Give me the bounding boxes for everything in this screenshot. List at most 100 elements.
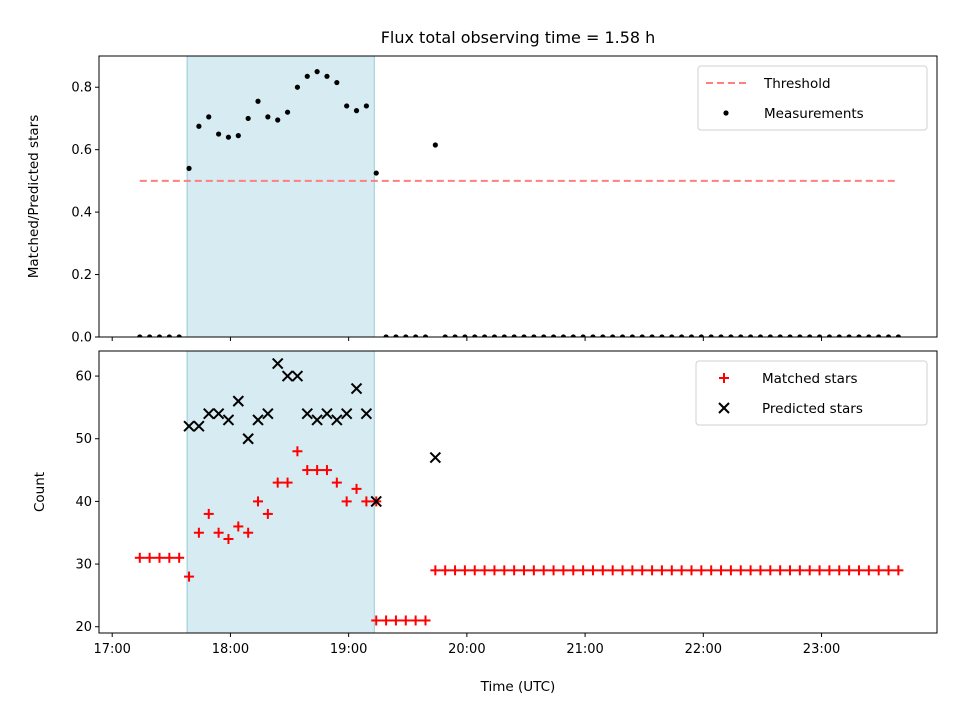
x-tick-label: 22:00 bbox=[685, 642, 722, 657]
data-point bbox=[639, 334, 645, 337]
data-point bbox=[242, 433, 254, 445]
data-point bbox=[462, 334, 468, 337]
data-point bbox=[856, 334, 862, 337]
data-point bbox=[284, 109, 291, 115]
data-point bbox=[785, 565, 796, 576]
legend: Matched stars Predicted stars bbox=[695, 360, 928, 426]
y-tick-label: 60 bbox=[75, 370, 92, 385]
data-point bbox=[137, 334, 143, 337]
data-point bbox=[422, 334, 429, 337]
data-point bbox=[223, 534, 234, 544]
data-point bbox=[410, 615, 421, 626]
data-point bbox=[489, 565, 500, 576]
data-point bbox=[570, 334, 576, 337]
data-point bbox=[767, 334, 773, 337]
data-point bbox=[272, 477, 283, 488]
data-point bbox=[331, 477, 342, 488]
legend-label: Predicted stars bbox=[762, 401, 863, 417]
data-point bbox=[863, 565, 874, 576]
data-point bbox=[748, 334, 754, 337]
data-point bbox=[393, 334, 399, 337]
data-point bbox=[725, 565, 736, 576]
y-tick-label: 20 bbox=[75, 620, 92, 635]
data-point bbox=[403, 334, 409, 337]
data-point bbox=[452, 334, 458, 337]
data-point bbox=[321, 407, 333, 420]
data-point bbox=[340, 407, 353, 420]
legend-label: Threshold bbox=[763, 76, 831, 92]
data-point bbox=[351, 483, 362, 494]
y-tick-label: 0.4 bbox=[71, 206, 92, 221]
data-point bbox=[834, 565, 845, 576]
data-point bbox=[531, 334, 537, 337]
data-point bbox=[311, 414, 323, 426]
data-point bbox=[688, 334, 695, 337]
data-point bbox=[627, 565, 638, 576]
data-point bbox=[548, 565, 559, 576]
data-point bbox=[509, 565, 520, 576]
data-point bbox=[716, 565, 727, 576]
data-point bbox=[600, 334, 606, 337]
data-point bbox=[755, 565, 766, 576]
data-point bbox=[314, 69, 320, 75]
legend-marker bbox=[719, 373, 729, 383]
data-point bbox=[232, 395, 245, 407]
data-point bbox=[301, 407, 313, 420]
data-point bbox=[696, 565, 707, 576]
data-point bbox=[371, 615, 382, 626]
data-point bbox=[676, 565, 687, 576]
data-point bbox=[292, 446, 303, 457]
legend-box bbox=[697, 65, 928, 131]
shaded-span bbox=[186, 55, 375, 338]
data-point bbox=[370, 495, 382, 508]
data-point bbox=[262, 508, 273, 519]
data-point bbox=[213, 527, 224, 538]
data-point bbox=[728, 334, 734, 337]
data-point bbox=[844, 565, 855, 576]
data-point bbox=[176, 334, 182, 337]
data-point bbox=[777, 334, 783, 337]
data-point bbox=[334, 79, 340, 86]
data-point bbox=[363, 103, 369, 109]
data-point bbox=[353, 108, 360, 114]
axes-frame bbox=[98, 55, 938, 338]
data-point bbox=[245, 115, 251, 122]
data-point bbox=[617, 565, 628, 576]
data-point bbox=[873, 565, 884, 576]
y-tick-label: 0.2 bbox=[71, 268, 92, 283]
data-point bbox=[206, 114, 212, 120]
data-point bbox=[321, 465, 332, 476]
data-point bbox=[381, 615, 392, 626]
data-point bbox=[885, 334, 892, 337]
data-point bbox=[324, 73, 330, 79]
data-point bbox=[647, 565, 658, 576]
data-point bbox=[876, 334, 882, 337]
data-point bbox=[519, 565, 530, 576]
data-point bbox=[193, 527, 204, 538]
series-predicted-stars bbox=[183, 357, 442, 508]
data-point bbox=[331, 414, 343, 426]
data-point bbox=[511, 334, 517, 337]
data-point bbox=[501, 334, 507, 337]
data-point bbox=[836, 334, 842, 337]
data-point bbox=[541, 334, 547, 337]
data-point bbox=[262, 407, 274, 420]
plot-area bbox=[134, 357, 904, 626]
data-point bbox=[252, 414, 264, 426]
data-point bbox=[698, 334, 704, 337]
chart-title: Flux total observing time = 1.58 h bbox=[381, 28, 656, 47]
data-point bbox=[649, 334, 655, 337]
data-point bbox=[440, 565, 451, 576]
top-panel: 0.0 0.2 0.4 0.6 0.8 Matched/Predicted stars Th… bbox=[26, 55, 938, 346]
data-point bbox=[225, 134, 232, 140]
bottom-panel: 20 30 40 50 60 17:00 18:00 19:00 20:00 21:00 22:00… bbox=[32, 350, 938, 657]
data-point bbox=[272, 357, 284, 370]
data-point bbox=[610, 334, 616, 337]
data-point bbox=[350, 382, 363, 395]
data-point bbox=[203, 407, 215, 420]
data-point bbox=[361, 496, 372, 507]
data-point bbox=[814, 565, 825, 576]
data-point bbox=[893, 565, 904, 576]
data-point bbox=[745, 565, 756, 576]
